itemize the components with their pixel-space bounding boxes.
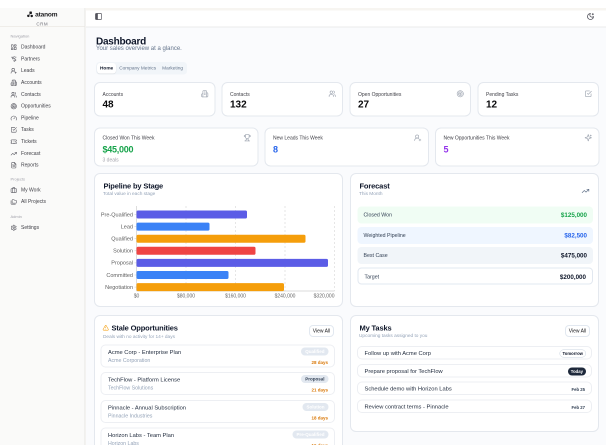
svg-text:$80,000: $80,000 — [177, 294, 195, 300]
svg-text:$0: $0 — [134, 294, 140, 300]
svg-text:Lead: Lead — [121, 224, 133, 230]
svg-text:Negotiation: Negotiation — [105, 285, 133, 291]
svg-text:$240,000: $240,000 — [275, 294, 296, 300]
svg-text:Committed: Committed — [106, 273, 133, 279]
svg-text:$160,000: $160,000 — [225, 294, 246, 300]
svg-text:Qualified: Qualified — [111, 236, 133, 242]
svg-text:Solution: Solution — [113, 249, 133, 255]
svg-text:Proposal: Proposal — [111, 261, 133, 267]
svg-text:$320,000: $320,000 — [314, 294, 335, 300]
svg-text:Pre-Qualified: Pre-Qualified — [101, 212, 133, 218]
